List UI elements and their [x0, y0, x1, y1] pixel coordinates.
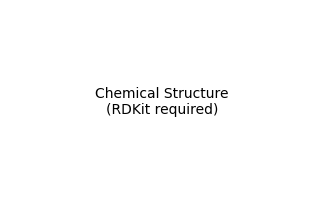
Text: Chemical Structure
(RDKit required): Chemical Structure (RDKit required) — [95, 87, 229, 117]
